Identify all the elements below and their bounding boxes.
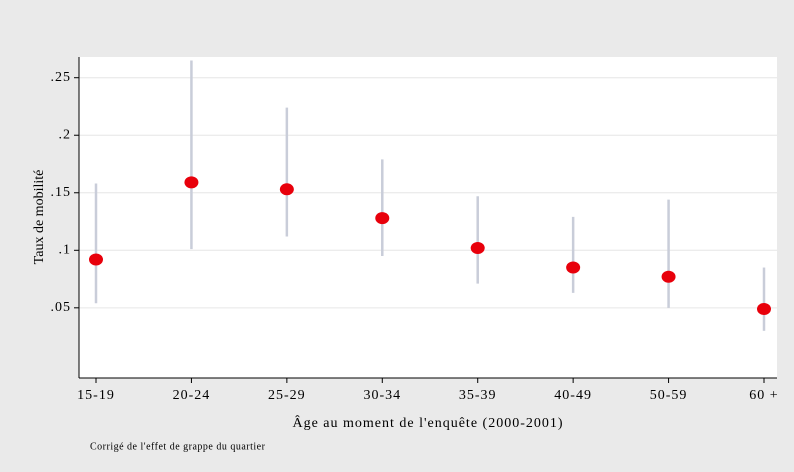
y-tick-label: .05 xyxy=(51,300,72,315)
y-axis-label: Taux de mobilité xyxy=(32,170,47,265)
x-tick-label: 50-59 xyxy=(650,388,688,403)
point-estimate xyxy=(661,270,676,283)
plot-area xyxy=(79,57,777,378)
y-tick-label: .2 xyxy=(59,127,72,142)
point-estimate xyxy=(566,261,581,274)
note: Corrigé de l'effet de grappe du quartier xyxy=(90,441,266,452)
point-estimate xyxy=(279,183,294,196)
x-tick-label: 30-34 xyxy=(363,388,401,403)
point-estimate xyxy=(89,253,103,266)
point-estimate xyxy=(375,212,390,225)
x-tick-label: 25-29 xyxy=(268,388,306,403)
x-tick-label: 40-49 xyxy=(554,388,592,403)
y-tick-label: .25 xyxy=(51,70,72,85)
point-estimate xyxy=(757,302,771,315)
x-tick-label: 20-24 xyxy=(173,388,211,403)
x-axis-label: Âge au moment de l'enquête (2000-2001) xyxy=(292,414,563,431)
point-estimate xyxy=(184,176,199,189)
x-tick-label: 35-39 xyxy=(459,388,497,403)
point-estimate xyxy=(470,241,485,254)
x-tick-label: 60 + xyxy=(749,388,778,403)
y-tick-label: .15 xyxy=(51,185,72,200)
x-tick-label: 15-19 xyxy=(77,388,115,403)
y-tick-label: .1 xyxy=(59,243,72,258)
